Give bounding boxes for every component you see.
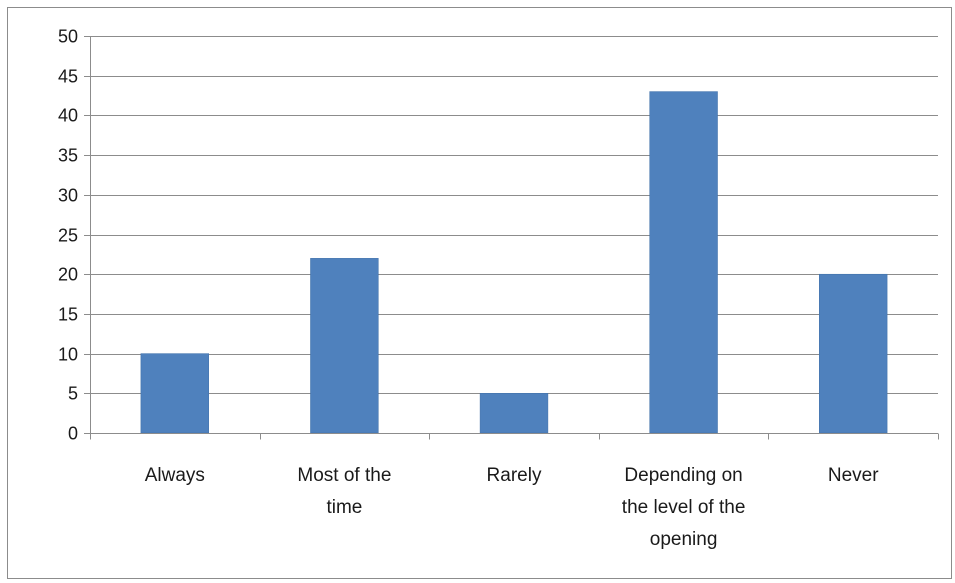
bar-chart: 0 5 10 15 20 25 30 35 40 45 50 Always Most of the ti… — [58, 27, 939, 550]
x-category-label-line: time — [326, 497, 362, 518]
x-category-label-line: Most of the — [297, 465, 391, 486]
bar — [310, 258, 379, 434]
x-category-label-line: opening — [650, 529, 718, 550]
x-category-label-line: Rarely — [487, 465, 542, 486]
gridlines — [90, 36, 938, 394]
y-tick-label: 45 — [58, 67, 78, 87]
x-category-label-line: the level of the — [622, 497, 746, 518]
clipped-text-fragment — [825, 0, 955, 6]
y-tick-label: 30 — [58, 186, 78, 206]
x-category-label-line: Always — [145, 465, 205, 486]
y-tick-label: 50 — [58, 27, 78, 47]
axes — [84, 36, 939, 440]
y-tick-label: 40 — [58, 106, 78, 126]
y-tick-label: 20 — [58, 265, 78, 285]
bar — [479, 393, 549, 434]
bar — [140, 353, 209, 434]
y-tick-label: 15 — [58, 305, 78, 325]
chart-area: 0 5 10 15 20 25 30 35 40 45 50 Always Most of the ti… — [7, 7, 952, 579]
bar — [649, 91, 718, 434]
y-tick-labels: 0 5 10 15 20 25 30 35 40 45 50 — [58, 27, 78, 444]
x-category-label-line: Never — [828, 465, 879, 486]
y-tick-label: 5 — [68, 384, 78, 404]
y-tick-label: 0 — [68, 424, 78, 444]
y-tick-label: 10 — [58, 345, 78, 365]
y-tick-label: 25 — [58, 226, 78, 246]
x-category-label-line: Depending on — [624, 465, 742, 486]
bars — [140, 91, 888, 434]
x-category-labels: Always Most of the time Rarely Depending on t… — [145, 465, 880, 550]
bar — [819, 273, 888, 434]
y-tick-label: 35 — [58, 146, 78, 166]
